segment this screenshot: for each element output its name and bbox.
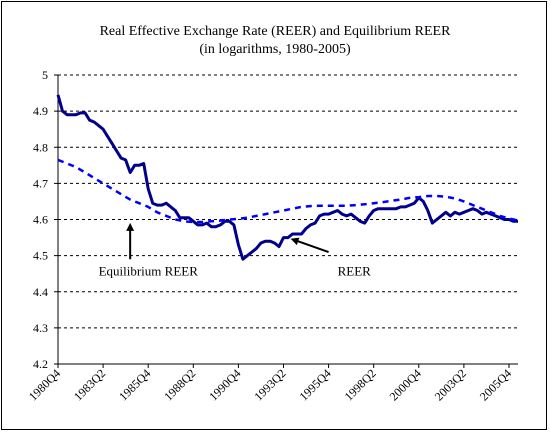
x-tick-label: 1988Q2 [161, 366, 198, 403]
x-tick-label: 1980Q4 [26, 366, 63, 403]
annotation-label-equilibrium-reer: Equilibrium REER [99, 263, 199, 278]
y-tick-label: 4.5 [33, 249, 48, 263]
y-tick-label: 5 [42, 68, 48, 82]
x-tick-label: 2003Q2 [432, 366, 469, 403]
y-tick-label: 4.2 [33, 357, 48, 371]
y-tick-label: 4.6 [33, 213, 48, 227]
series-line-reer [56, 94, 518, 261]
x-tick-label: 1998Q2 [342, 366, 379, 403]
grid-lines [58, 74, 518, 329]
x-tick-label: 2000Q4 [387, 366, 424, 403]
y-tick-label: 4.9 [33, 104, 48, 118]
chart-title: Real Effective Exchange Rate (REER) and … [100, 24, 451, 39]
annotation-arrow-reer [290, 237, 329, 253]
x-tick-label: 1985Q4 [116, 366, 153, 403]
x-tick-label: 1995Q4 [296, 366, 333, 403]
x-tick-label: 1983Q2 [71, 366, 108, 403]
annotations: Equilibrium REER REER [99, 222, 372, 278]
y-tick-label: 4.4 [33, 285, 48, 299]
x-tick-label: 2005Q4 [477, 366, 514, 403]
chart-subtitle: (in logarithms, 1980-2005) [199, 42, 351, 57]
series-line-equilibrium-reer [57, 158, 519, 224]
x-tick-label: 1993Q2 [251, 366, 288, 403]
series-group [56, 94, 519, 261]
y-tick-label: 4.3 [33, 321, 48, 335]
y-tick-label: 4.8 [33, 140, 48, 154]
y-axis-ticks: 5 4.9 4.8 4.7 4.6 4.5 4.4 4.3 4.2 [33, 68, 58, 371]
annotation-label-reer: REER [338, 263, 372, 278]
x-tick-label: 1990Q4 [206, 366, 243, 403]
y-tick-label: 4.7 [33, 176, 48, 190]
x-axis-ticks: 1980Q4 1983Q2 1985Q4 1988Q2 1990Q4 1993Q2 1995… [26, 364, 514, 403]
